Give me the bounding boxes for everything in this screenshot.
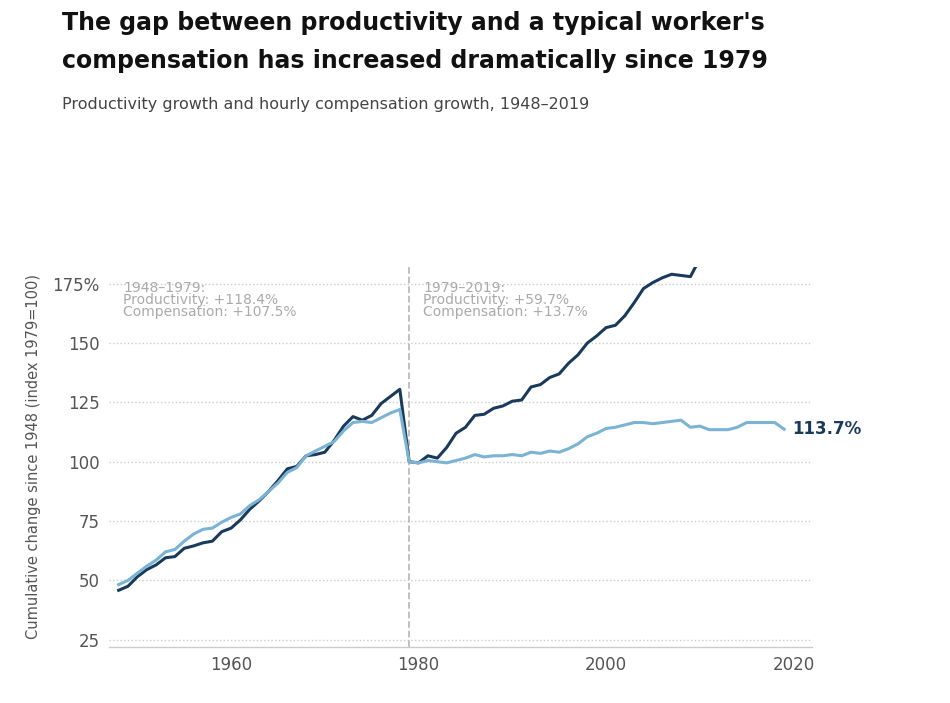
- Text: 1948–1979:: 1948–1979:: [124, 281, 205, 295]
- Y-axis label: Cumulative change since 1948 (index 1979=100): Cumulative change since 1948 (index 1979…: [27, 274, 41, 640]
- Text: 159.7%: 159.7%: [0, 702, 1, 703]
- Text: Productivity growth and hourly compensation growth, 1948–2019: Productivity growth and hourly compensat…: [62, 97, 589, 112]
- Text: 1979–2019:: 1979–2019:: [424, 281, 505, 295]
- Text: Productivity: +59.7%: Productivity: +59.7%: [424, 293, 569, 307]
- Text: 113.7%: 113.7%: [792, 420, 862, 438]
- Text: The gap between productivity and a typical worker's: The gap between productivity and a typic…: [62, 11, 765, 34]
- Text: Compensation: +13.7%: Compensation: +13.7%: [424, 305, 588, 319]
- Text: Compensation: +107.5%: Compensation: +107.5%: [124, 305, 296, 319]
- Text: Productivity: +118.4%: Productivity: +118.4%: [124, 293, 278, 307]
- Text: compensation has increased dramatically since 1979: compensation has increased dramatically …: [62, 49, 768, 73]
